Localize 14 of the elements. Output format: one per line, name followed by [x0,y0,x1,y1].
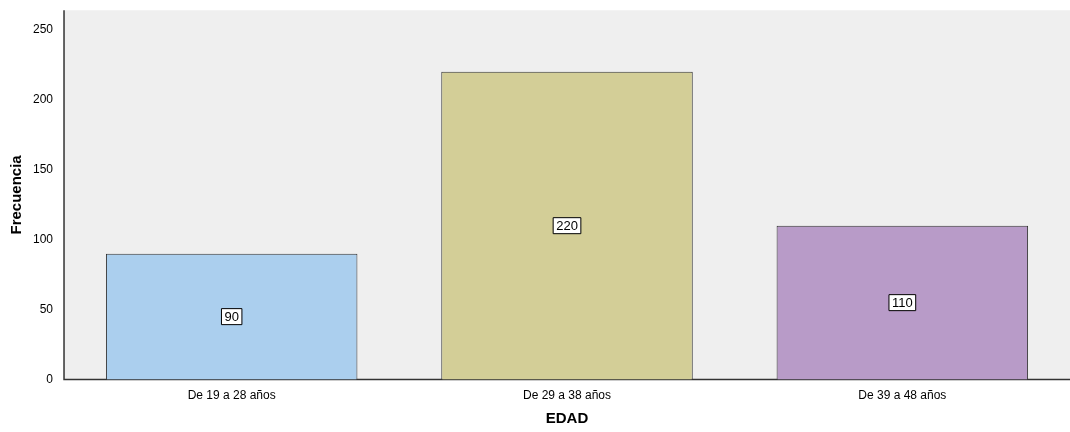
y-axis-title: Frecuencia [7,154,25,235]
y-tick-label: 100 [32,231,54,246]
data-label: 90 [224,309,239,325]
x-axis-title: EDAD [545,409,589,427]
x-tick-label: De 39 a 48 años [858,388,947,403]
y-tick-label: 0 [46,371,54,386]
x-tick-label: De 29 a 38 años [522,388,612,403]
y-tick-label: 250 [32,22,54,37]
y-tick-label: 200 [32,92,54,107]
data-label: 220 [556,218,578,234]
y-tick-label: 150 [32,162,54,177]
x-tick-label: De 19 a 28 años [187,388,276,403]
y-tick-label: 50 [39,301,54,316]
data-label: 110 [891,295,913,311]
